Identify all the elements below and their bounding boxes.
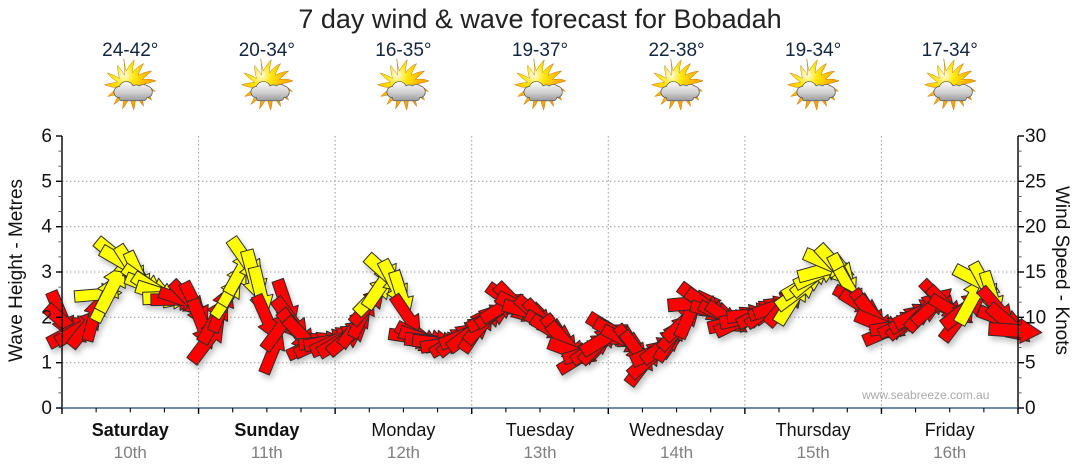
svg-text:20: 20: [1025, 217, 1046, 238]
svg-text:6: 6: [41, 126, 52, 147]
svg-text:5: 5: [1025, 353, 1036, 374]
svg-text:2: 2: [41, 307, 52, 328]
svg-text:10: 10: [1025, 307, 1046, 328]
svg-text:0: 0: [41, 398, 52, 419]
svg-text:1: 1: [41, 353, 52, 374]
svg-text:15: 15: [1025, 262, 1046, 283]
svg-text:4: 4: [41, 217, 52, 238]
svg-text:0: 0: [1025, 398, 1036, 419]
svg-text:30: 30: [1025, 126, 1046, 147]
svg-text:25: 25: [1025, 171, 1046, 192]
svg-text:3: 3: [41, 262, 52, 283]
svg-text:5: 5: [41, 171, 52, 192]
